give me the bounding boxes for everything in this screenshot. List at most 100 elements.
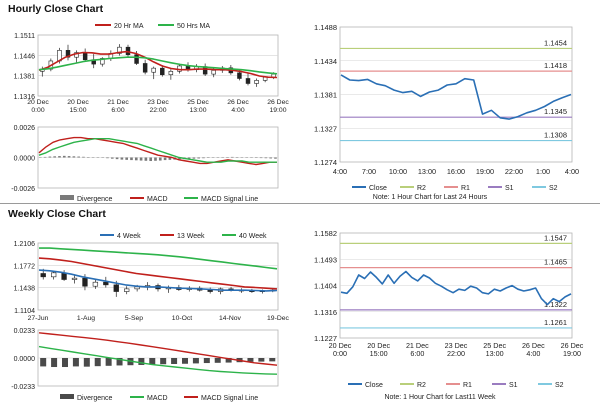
y-tick-label: 1.1511 — [14, 33, 35, 40]
pivot-level-label: 1.1261 — [544, 318, 567, 327]
legend-label: 4 Week — [117, 233, 141, 240]
x-tick-label: 19-Dec — [267, 315, 290, 322]
divergence-bar — [58, 156, 61, 158]
y-tick-label: 1.1381 — [14, 74, 36, 81]
legend-swatch — [60, 195, 74, 200]
divergence-bar — [197, 157, 200, 159]
x-tick-label: 6:00 — [111, 107, 124, 114]
x-tick-label: 21 Dec — [107, 99, 129, 106]
divergence-bar — [40, 358, 47, 367]
legend-label: Divergence — [77, 395, 113, 402]
divergence-bar — [269, 157, 272, 159]
y-tick-label: -0.0026 — [11, 186, 35, 193]
divergence-bar — [202, 157, 205, 159]
candle-body — [92, 281, 99, 287]
candle-body — [82, 52, 88, 61]
y-tick-label: 1.1446 — [14, 53, 36, 60]
legend-label: Close — [365, 382, 383, 389]
x-tick-label: 0:00 — [333, 349, 347, 358]
divergence-bar — [139, 157, 143, 161]
divergence-bar — [105, 358, 112, 366]
macd-line — [38, 345, 278, 375]
pivot-level-label: 1.1454 — [544, 38, 567, 47]
candle-body — [124, 288, 130, 292]
divergence-bar — [149, 157, 152, 162]
pivot-level-label: 1.1547 — [544, 233, 567, 242]
divergence-bar — [274, 157, 277, 159]
divergence-bar — [51, 358, 58, 368]
y-tick-label: 1.1434 — [314, 57, 337, 66]
ma-20hr-line — [38, 50, 278, 79]
divergence-bar — [230, 156, 234, 158]
x-tick-label: 19:00 — [563, 349, 581, 358]
divergence-bar — [144, 157, 148, 161]
x-tick-label: 25 Dec — [187, 99, 209, 106]
divergence-bar — [225, 358, 232, 363]
y-tick-label: 1.1488 — [314, 23, 337, 32]
y-tick-label: 0.0000 — [14, 356, 36, 363]
ma-40week-line — [39, 247, 278, 270]
divergence-bar — [72, 358, 79, 367]
divergence-bar — [214, 358, 221, 363]
y-tick-label: 1.1493 — [314, 255, 337, 264]
chart-note: Note: 1 Hour Chart for Last 24 Hours — [373, 194, 488, 201]
divergence-bar — [94, 358, 101, 367]
divergence-bar — [72, 156, 76, 158]
x-tick-label: 26 Dec — [267, 99, 289, 106]
x-tick-label: 15:00 — [370, 349, 388, 358]
candle-body — [237, 72, 242, 79]
y-tick-label: 1.1274 — [314, 158, 337, 167]
candle-body — [134, 286, 140, 290]
y-tick-label: 0.0000 — [14, 156, 36, 163]
legend-label: MACD Signal Line — [201, 395, 258, 402]
x-tick-label: 1-Aug — [77, 315, 95, 322]
ma-13week-line — [38, 257, 278, 290]
divergence-bar — [187, 157, 191, 159]
legend-label: MACD Signal Line — [201, 196, 258, 203]
pivot-level-label: 1.1322 — [544, 300, 567, 309]
divergence-bar — [149, 358, 156, 365]
x-tick-label: 15:00 — [69, 107, 86, 114]
divergence-bar — [269, 358, 276, 362]
candle-body — [245, 78, 251, 84]
divergence-bar — [110, 157, 114, 159]
y-tick-label: -0.0233 — [11, 384, 35, 391]
x-tick-label: 27-Jun — [28, 315, 49, 322]
legend-label: R1 — [463, 382, 472, 389]
legend-label: S1 — [505, 185, 514, 192]
y-tick-label: 0.0233 — [14, 328, 36, 335]
candle-body — [211, 70, 216, 75]
divergence-bar — [134, 157, 138, 161]
y-tick-label: 1.1104 — [14, 308, 35, 315]
divergence-bar — [258, 358, 265, 362]
divergence-bar — [115, 157, 119, 160]
y-tick-label: 1.2106 — [14, 241, 36, 248]
divergence-bar — [171, 358, 178, 365]
legend-label: 40 Week — [239, 233, 267, 240]
x-tick-label: 22:00 — [505, 167, 523, 176]
x-tick-label: 14-Nov — [219, 315, 242, 322]
candle-body — [134, 54, 139, 64]
x-tick-label: 16:00 — [447, 167, 465, 176]
close-line — [340, 74, 572, 120]
x-tick-label: 7:00 — [362, 167, 376, 176]
divergence-bar — [82, 156, 85, 158]
x-tick-label: 0:00 — [31, 107, 44, 114]
x-tick-label: 22:00 — [447, 349, 465, 358]
y-tick-label: 1.1438 — [14, 286, 36, 293]
candle-body — [117, 46, 122, 54]
divergence-bar — [158, 157, 162, 161]
x-tick-label: 4:00 — [526, 349, 540, 358]
divergence-bar — [62, 155, 66, 158]
pivot-level-label: 1.1308 — [544, 131, 567, 140]
x-tick-label: 23 Dec — [147, 99, 169, 106]
divergence-bar — [48, 156, 52, 158]
legend-label: R1 — [461, 185, 470, 192]
x-tick-label: 6:00 — [410, 349, 424, 358]
x-tick-label: 13:00 — [418, 167, 436, 176]
pivot-level-label: 1.1465 — [544, 258, 567, 267]
x-tick-label: 20 Dec — [367, 341, 390, 350]
y-tick-label: 1.1582 — [314, 229, 337, 238]
divergence-bar — [77, 156, 80, 158]
candle-body — [65, 50, 71, 58]
